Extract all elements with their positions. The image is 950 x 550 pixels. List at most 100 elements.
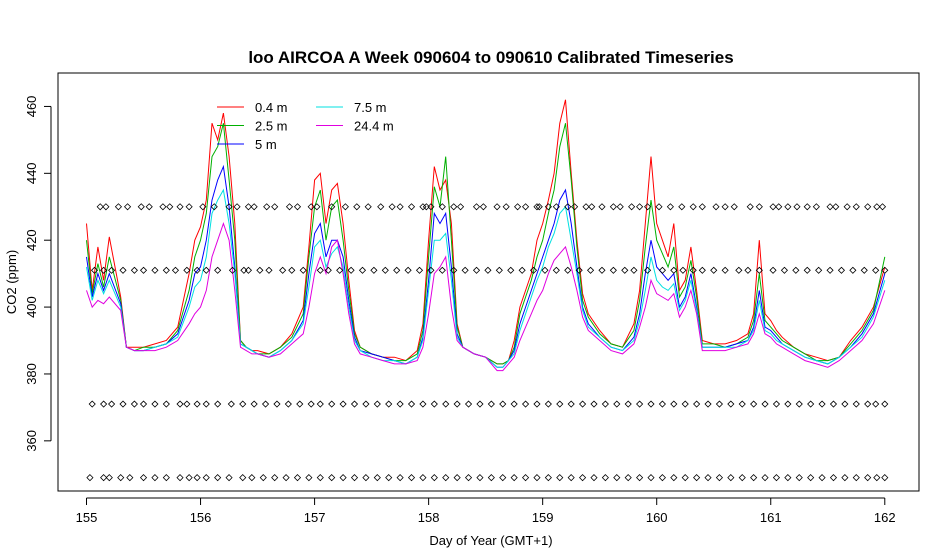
reference-marker <box>396 400 404 408</box>
legend-label: 0.4 m <box>255 100 288 115</box>
reference-marker <box>263 203 271 211</box>
reference-marker <box>296 400 304 408</box>
reference-marker <box>328 474 336 482</box>
reference-marker <box>185 203 193 211</box>
legend-label: 5 m <box>255 137 277 152</box>
reference-marker <box>339 474 347 482</box>
reference-marker <box>775 203 783 211</box>
reference-marker <box>261 400 270 408</box>
reference-marker <box>225 474 233 482</box>
reference-marker <box>407 474 416 482</box>
reference-marker <box>849 266 857 274</box>
reference-marker <box>328 203 336 211</box>
reference-marker <box>102 203 110 211</box>
reference-marker <box>193 474 201 482</box>
reference-marker <box>396 203 404 211</box>
reference-marker <box>415 266 424 274</box>
reference-marker <box>852 400 860 408</box>
reference-marker <box>404 266 412 274</box>
reference-marker <box>484 266 492 274</box>
reference-marker <box>176 203 184 211</box>
reference-marker <box>613 400 621 408</box>
reference-marker <box>293 203 302 211</box>
reference-marker <box>100 474 108 482</box>
reference-marker <box>108 266 116 274</box>
reference-marker <box>815 266 823 274</box>
reference-marker <box>567 400 575 408</box>
reference-marker <box>341 203 349 211</box>
reference-marker <box>616 203 624 211</box>
reference-marker <box>567 474 575 482</box>
reference-marker <box>100 400 108 408</box>
reference-marker <box>571 203 579 211</box>
reference-marker <box>544 203 552 211</box>
reference-marker <box>350 474 359 482</box>
reference-marker <box>377 203 385 211</box>
reference-marker <box>721 203 729 211</box>
reference-marker <box>476 474 484 482</box>
reference-marker <box>453 474 461 482</box>
reference-marker <box>689 266 697 274</box>
reference-marker <box>864 203 872 211</box>
reference-marker <box>510 474 518 482</box>
reference-marker <box>396 474 404 482</box>
reference-marker <box>529 266 538 274</box>
reference-marker <box>704 400 712 408</box>
reference-marker <box>521 474 530 482</box>
reference-marker <box>407 203 416 211</box>
reference-marker <box>364 203 372 211</box>
reference-marker <box>214 474 222 482</box>
reference-marker <box>630 266 638 274</box>
reference-marker <box>279 266 287 274</box>
reference-marker <box>807 474 815 482</box>
reference-marker <box>151 400 159 408</box>
reference-marker <box>105 474 113 482</box>
reference-marker <box>693 474 701 482</box>
reference-marker <box>647 400 655 408</box>
reference-marker <box>818 400 826 408</box>
reference-marker <box>288 266 296 274</box>
reference-marker <box>784 474 792 482</box>
reference-marker <box>313 203 321 211</box>
reference-marker <box>183 266 191 274</box>
reference-marker <box>564 266 572 274</box>
reference-marker <box>139 474 148 482</box>
chart-title: loo AIRCOA A Week 090604 to 090610 Calib… <box>248 48 733 67</box>
reference-marker <box>575 266 583 274</box>
reference-marker <box>826 203 834 211</box>
reference-marker <box>353 203 361 211</box>
reference-marker <box>114 203 123 211</box>
series-line-4 <box>86 221 886 372</box>
reference-marker <box>472 266 481 274</box>
plot-frame <box>57 72 920 492</box>
reference-marker <box>307 203 315 211</box>
reference-marker <box>117 474 125 482</box>
reference-marker <box>670 266 678 274</box>
reference-marker <box>350 400 359 408</box>
reference-marker <box>715 400 723 408</box>
reference-marker <box>316 474 324 482</box>
reference-marker <box>233 203 241 211</box>
reference-marker <box>780 266 788 274</box>
x-tick-label: 156 <box>190 510 212 525</box>
reference-marker <box>214 400 222 408</box>
reference-marker <box>841 400 849 408</box>
reference-marker <box>250 203 258 211</box>
reference-marker <box>750 474 758 482</box>
reference-marker <box>119 266 127 274</box>
reference-marker <box>162 474 170 482</box>
reference-marker <box>176 400 184 408</box>
reference-marker <box>521 400 530 408</box>
reference-marker <box>119 400 127 408</box>
reference-marker <box>285 203 294 211</box>
reference-marker <box>792 266 800 274</box>
reference-marker <box>271 474 279 482</box>
reference-marker <box>579 474 587 482</box>
reference-marker <box>772 400 781 408</box>
reference-marker <box>872 400 880 408</box>
reference-marker <box>381 266 389 274</box>
reference-marker <box>100 266 108 274</box>
reference-marker <box>479 203 487 211</box>
reference-marker <box>744 266 752 274</box>
